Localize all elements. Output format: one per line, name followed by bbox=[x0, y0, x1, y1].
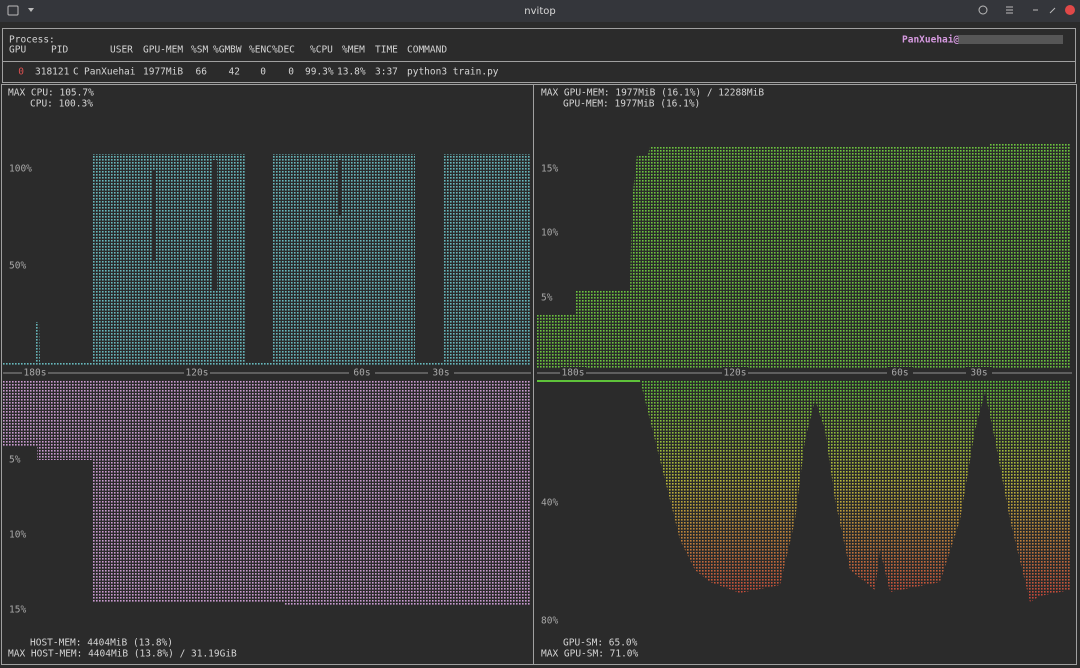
cpu-area bbox=[444, 154, 531, 366]
title-bar bbox=[0, 0, 1080, 22]
max-host-mem: MAX HOST-MEM: 4404MiB (13.8%) / 31.19GiB bbox=[8, 649, 237, 660]
column-header: %SM bbox=[191, 45, 208, 56]
gpu-panel bbox=[533, 84, 1077, 665]
tab-icon[interactable] bbox=[7, 5, 19, 16]
column-header: TIME bbox=[375, 45, 398, 56]
host-mem: HOST-MEM: 4404MiB (13.8%) bbox=[30, 638, 173, 649]
gpu-mem-y-tick: 5% bbox=[541, 293, 553, 304]
gpu-sm-baseline bbox=[537, 380, 640, 382]
time-tick: 60s bbox=[353, 368, 370, 379]
column-header: %CPU bbox=[310, 45, 333, 56]
gpu-sm-y-tick: 40% bbox=[541, 498, 558, 509]
process-row-box bbox=[2, 61, 1076, 83]
column-header: GPU-MEM bbox=[143, 45, 183, 56]
cpu-y-tick: 100% bbox=[9, 164, 32, 175]
process-cell: 66 bbox=[196, 67, 208, 78]
cpu-dip bbox=[338, 160, 341, 215]
hidden-hostname bbox=[958, 35, 1063, 44]
cpu-area bbox=[245, 363, 273, 366]
process-cell: 99.3% bbox=[305, 67, 334, 78]
user-host: PanXuehai@ bbox=[902, 35, 959, 46]
time-tick: 120s bbox=[186, 368, 209, 379]
maximize-button[interactable] bbox=[1049, 7, 1056, 14]
time-label-bg bbox=[560, 367, 586, 379]
host-mem-area bbox=[3, 380, 531, 605]
host-mem-y-tick: 5% bbox=[9, 455, 21, 466]
gpu-sm-y-tick: 80% bbox=[541, 616, 558, 627]
process-cell: 0 bbox=[288, 67, 294, 78]
max-gpu-sm: MAX GPU-SM: 71.0% bbox=[541, 649, 639, 660]
cpu-area bbox=[273, 154, 415, 366]
gpu-mem: GPU-MEM: 1977MiB (16.1%) bbox=[563, 99, 700, 110]
column-header: %ENC bbox=[249, 45, 272, 56]
cpu-area bbox=[415, 363, 444, 366]
process-label: Process: bbox=[9, 35, 55, 46]
time-tick: 60s bbox=[891, 368, 908, 379]
process-cell: 13.8% bbox=[337, 67, 366, 78]
process-cell: 1977MiB bbox=[143, 67, 183, 78]
time-label-bg bbox=[184, 367, 210, 379]
time-label-bg bbox=[966, 367, 992, 379]
time-tick: 180s bbox=[562, 368, 585, 379]
time-label-bg bbox=[722, 367, 748, 379]
window-title: nvitop bbox=[524, 6, 555, 17]
time-label-bg bbox=[428, 367, 454, 379]
cpu: CPU: 100.3% bbox=[30, 99, 93, 110]
time-label-bg bbox=[22, 367, 48, 379]
process-cell: 0 bbox=[18, 67, 24, 78]
column-header: GPU bbox=[9, 45, 26, 56]
time-tick: 120s bbox=[724, 368, 747, 379]
gpu-mem-y-tick: 15% bbox=[541, 164, 558, 175]
time-tick: 30s bbox=[432, 368, 449, 379]
time-tick: 30s bbox=[970, 368, 987, 379]
max-gpu-mem: MAX GPU-MEM: 1977MiB (16.1%) / 12288MiB bbox=[541, 88, 764, 99]
cpu-area bbox=[3, 154, 245, 366]
cpu-dip bbox=[152, 170, 155, 260]
gpu-mem-y-tick: 10% bbox=[541, 228, 558, 239]
time-axis-labels: 180s 120s 60s 30s bbox=[560, 367, 992, 379]
process-cell: 0 bbox=[260, 67, 266, 78]
process-cell: 3:37 bbox=[375, 67, 398, 78]
time-label-bg bbox=[349, 367, 375, 379]
column-header: USER bbox=[110, 45, 133, 56]
gpu-mem-area bbox=[537, 143, 1070, 368]
gpu-sm: GPU-SM: 65.0% bbox=[563, 638, 638, 649]
time-tick: 180s bbox=[24, 368, 47, 379]
column-header: COMMAND bbox=[407, 45, 447, 56]
cpu-dip bbox=[213, 160, 217, 290]
column-header: %GMBW bbox=[213, 45, 242, 56]
process-cell: C bbox=[73, 67, 79, 78]
process-cell: 318121 bbox=[35, 67, 70, 78]
cpu-y-tick: 50% bbox=[9, 261, 26, 272]
menu-icon[interactable] bbox=[1006, 6, 1013, 14]
cpu-graph bbox=[3, 154, 531, 366]
gpu-sm-area bbox=[640, 380, 1070, 602]
process-cell: 42 bbox=[229, 67, 240, 78]
host-mem-graph bbox=[3, 380, 531, 605]
host-mem-y-tick: 10% bbox=[9, 530, 26, 541]
time-axis-labels: 180s 120s 60s 30s bbox=[22, 367, 454, 379]
column-header: %DEC bbox=[272, 45, 295, 56]
process-table: GPU PID USER GPU-MEM %SM %GMBW %ENC %DEC %CPU %ME… bbox=[9, 45, 499, 78]
search-icon[interactable] bbox=[978, 5, 988, 15]
time-label-bg bbox=[887, 367, 913, 379]
column-header: %MEM bbox=[342, 45, 365, 56]
process-cell: PanXuehai bbox=[84, 67, 136, 78]
process-cell: python3 train.py bbox=[407, 67, 499, 78]
max-cpu: MAX CPU: 105.7% bbox=[8, 88, 94, 99]
host-mem-y-tick: 15% bbox=[9, 605, 26, 616]
menu-arrow[interactable] bbox=[28, 8, 34, 12]
column-header: PID bbox=[51, 45, 68, 56]
close-button[interactable] bbox=[1065, 5, 1075, 15]
